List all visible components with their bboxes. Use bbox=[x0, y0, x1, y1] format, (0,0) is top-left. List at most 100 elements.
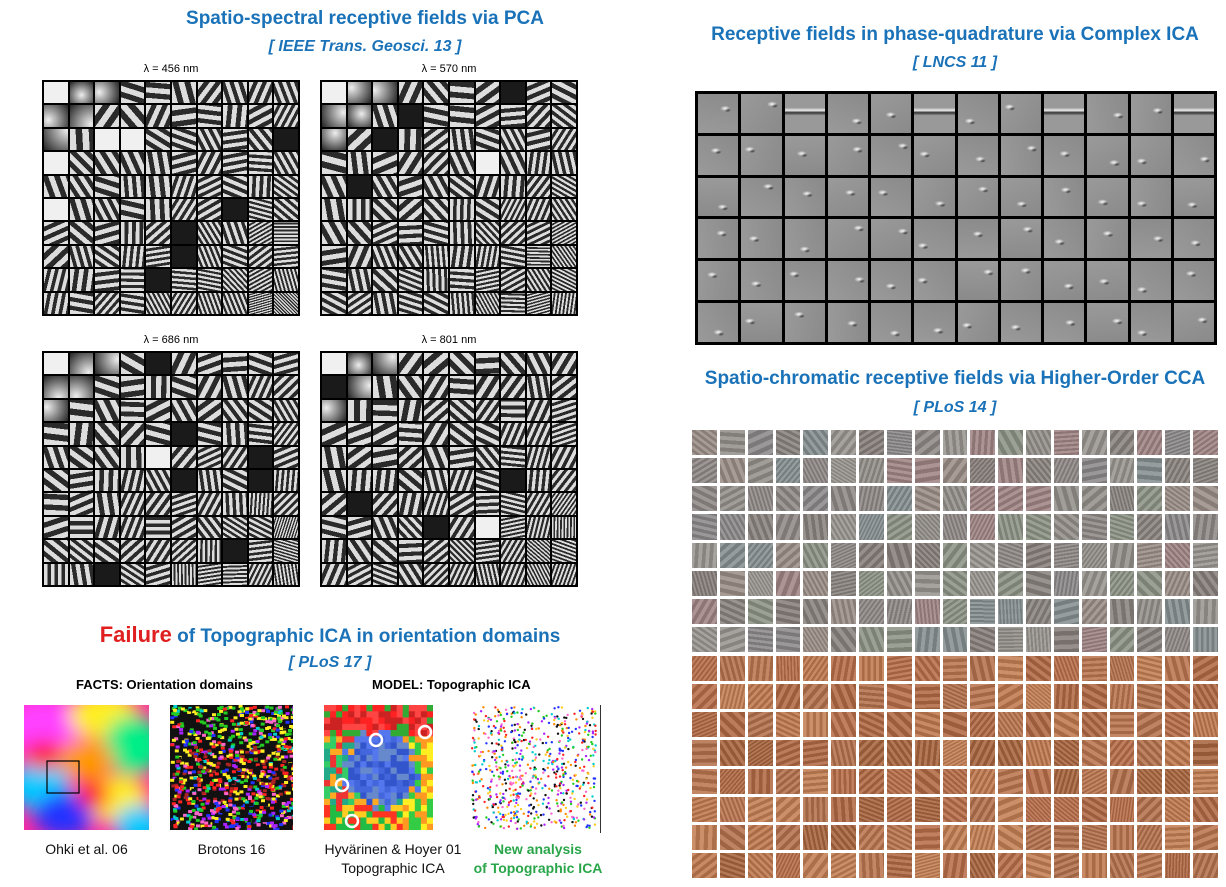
pca-filter-cell bbox=[274, 399, 298, 422]
cca-filter-cell bbox=[1053, 486, 1079, 512]
pca-filter-cell bbox=[450, 198, 474, 221]
cca-filter-cell bbox=[1137, 796, 1163, 822]
cca-filter-cell bbox=[998, 514, 1024, 540]
pca-filter-cell bbox=[69, 222, 94, 244]
new-analysis-caption-line2: of Topographic ICA bbox=[473, 860, 603, 876]
cca-filter-cell bbox=[1109, 458, 1135, 484]
cca-filter-cell bbox=[803, 684, 829, 710]
pca-filter-cell bbox=[475, 353, 500, 375]
pca-filter-cell bbox=[526, 175, 551, 197]
pca-filter-cell bbox=[44, 469, 68, 492]
pca-filter-cell bbox=[223, 292, 247, 314]
cca-filter-cell bbox=[747, 542, 773, 568]
pca-filter-cell bbox=[223, 152, 247, 174]
topo-title-rest: of Topographic ICA in orientation domain… bbox=[171, 626, 561, 647]
cca-filter-cell bbox=[1137, 824, 1163, 850]
pca-filter-cell bbox=[398, 446, 423, 468]
cca-filter-cell bbox=[1053, 430, 1079, 456]
pca-filter-cell bbox=[398, 175, 423, 197]
pca-panel-label-801: λ = 801 nm bbox=[421, 334, 477, 346]
complex-ica-filter-cell bbox=[784, 177, 825, 217]
complex-ica-filter-cell bbox=[1087, 219, 1128, 259]
pca-filter-cell bbox=[248, 175, 273, 197]
cca-filter-cell bbox=[859, 626, 884, 652]
pca-filter-cell bbox=[120, 446, 145, 468]
pca-filter-cell bbox=[373, 469, 397, 492]
pca-filter-cell bbox=[146, 376, 170, 398]
cca-filter-cell bbox=[1165, 852, 1191, 878]
pca-filter-cell bbox=[146, 493, 170, 515]
pca-filter-cell bbox=[526, 222, 551, 244]
cca-filter-cell bbox=[719, 486, 745, 512]
pca-filter-cell bbox=[398, 423, 423, 445]
complex-ica-filter-cell bbox=[914, 94, 955, 133]
pca-filter-cell bbox=[146, 446, 170, 468]
pca-filter-cell bbox=[552, 128, 576, 151]
complex-ica-filter-cell bbox=[871, 177, 912, 217]
cca-filter-cell bbox=[747, 430, 773, 456]
pca-filter-cell bbox=[69, 128, 94, 151]
pca-filter-cell bbox=[475, 152, 500, 174]
pca-filter-cell bbox=[197, 245, 222, 268]
cca-filter-cell bbox=[1081, 458, 1107, 484]
cca-filter-cell bbox=[719, 542, 745, 568]
pca-filter-cell bbox=[120, 269, 145, 291]
cca-filter-cell bbox=[747, 768, 773, 794]
pca-filter-cell bbox=[322, 105, 346, 127]
cca-filter-cell bbox=[886, 796, 912, 822]
pca-filter-cell bbox=[322, 175, 346, 197]
cca-filter-cell bbox=[831, 684, 857, 710]
cca-filter-cell bbox=[692, 656, 717, 682]
pca-filter-cell bbox=[223, 245, 247, 268]
cca-filter-cell bbox=[859, 684, 884, 710]
pca-filter-cell bbox=[424, 198, 448, 221]
pca-filter-cell bbox=[424, 493, 448, 515]
complex-ica-filter-cell bbox=[1173, 303, 1214, 342]
pca-filter-cell bbox=[373, 269, 397, 291]
pca-filter-cell bbox=[44, 493, 68, 515]
pca-filter-cell bbox=[424, 269, 448, 291]
complex-ica-filter-cell bbox=[827, 219, 868, 259]
pca-filter-cell bbox=[120, 222, 145, 244]
cca-filter-cell bbox=[1193, 740, 1218, 766]
pca-filter-cell bbox=[95, 152, 119, 174]
cca-filter-cell bbox=[775, 712, 801, 738]
complex-ica-filter-cell bbox=[698, 219, 739, 259]
pca-filter-cell bbox=[552, 198, 576, 221]
pca-filter-cell bbox=[197, 423, 222, 445]
pca-filter-cell bbox=[398, 353, 423, 375]
pca-filter-cell bbox=[322, 82, 346, 104]
pca-filter-cell bbox=[223, 399, 247, 422]
cca-filter-cell bbox=[1137, 740, 1163, 766]
pca-filter-cell bbox=[501, 222, 525, 244]
cca-filter-cell bbox=[1109, 656, 1135, 682]
pca-filter-cell bbox=[172, 423, 196, 445]
pca-filter-cell bbox=[69, 292, 94, 314]
pca-filter-cell bbox=[95, 82, 119, 104]
cca-filter-cell bbox=[1081, 542, 1107, 568]
complex-ica-filter-cell bbox=[1087, 177, 1128, 217]
cca-filter-cell bbox=[914, 430, 940, 456]
pca-filter-cell bbox=[347, 353, 372, 375]
complex-ica-filter-cell bbox=[741, 135, 782, 175]
pca-filter-cell bbox=[526, 152, 551, 174]
cca-filter-cell bbox=[1053, 852, 1079, 878]
cca-filter-cell bbox=[886, 768, 912, 794]
cca-filter-cell bbox=[775, 542, 801, 568]
pca-filter-cell bbox=[120, 563, 145, 585]
pca-filter-cell bbox=[69, 516, 94, 539]
cca-filter-cell bbox=[1081, 712, 1107, 738]
pca-filter-cell bbox=[120, 198, 145, 221]
cca-filter-cell bbox=[914, 740, 940, 766]
cca-filter-cell bbox=[803, 740, 829, 766]
pca-filter-cell bbox=[526, 105, 551, 127]
new-analysis-image bbox=[470, 706, 597, 831]
pca-filter-cell bbox=[475, 423, 500, 445]
pca-filter-cell bbox=[95, 292, 119, 314]
pca-filter-cell bbox=[248, 516, 273, 539]
pca-filter-cell bbox=[95, 376, 119, 398]
pca-filter-cell bbox=[424, 563, 448, 585]
pca-filter-cell bbox=[398, 269, 423, 291]
pca-filter-cell bbox=[44, 245, 68, 268]
pca-filter-cell bbox=[322, 376, 346, 398]
